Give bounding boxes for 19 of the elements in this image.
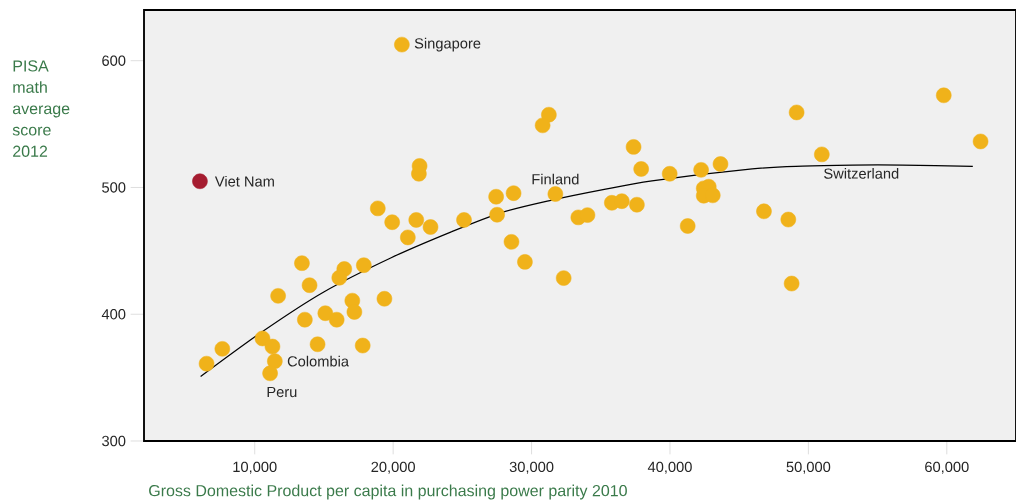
y-tick-label: 600 <box>102 55 126 66</box>
x-tick-label: 50,000 <box>786 461 831 474</box>
line-series <box>200 164 974 378</box>
y-tick-label: 400 <box>101 309 126 320</box>
x-tick-label: 40,000 <box>647 461 692 474</box>
annotation: Peru <box>267 386 297 398</box>
annotation: Colombia <box>287 355 350 367</box>
x-axis-title: Gross Domestic Product per capita in purchasing power parity 2010 <box>149 484 627 500</box>
annotation: Finland <box>532 173 579 185</box>
annotation: Switzerland <box>824 167 899 179</box>
annotation: Viet Nam <box>214 175 274 187</box>
y-tick-label: 300 <box>102 435 126 447</box>
annotation: Singapore <box>414 37 481 52</box>
y-axis-title: PISA math average score 2012 <box>12 60 70 157</box>
x-tick-label: 60,000 <box>925 461 969 474</box>
x-tick-label: 30,000 <box>509 461 554 474</box>
x-tick-label: 10,000 <box>233 461 277 474</box>
y-tick-label: 500 <box>102 182 126 193</box>
x-tick-label: 20,000 <box>371 461 415 474</box>
